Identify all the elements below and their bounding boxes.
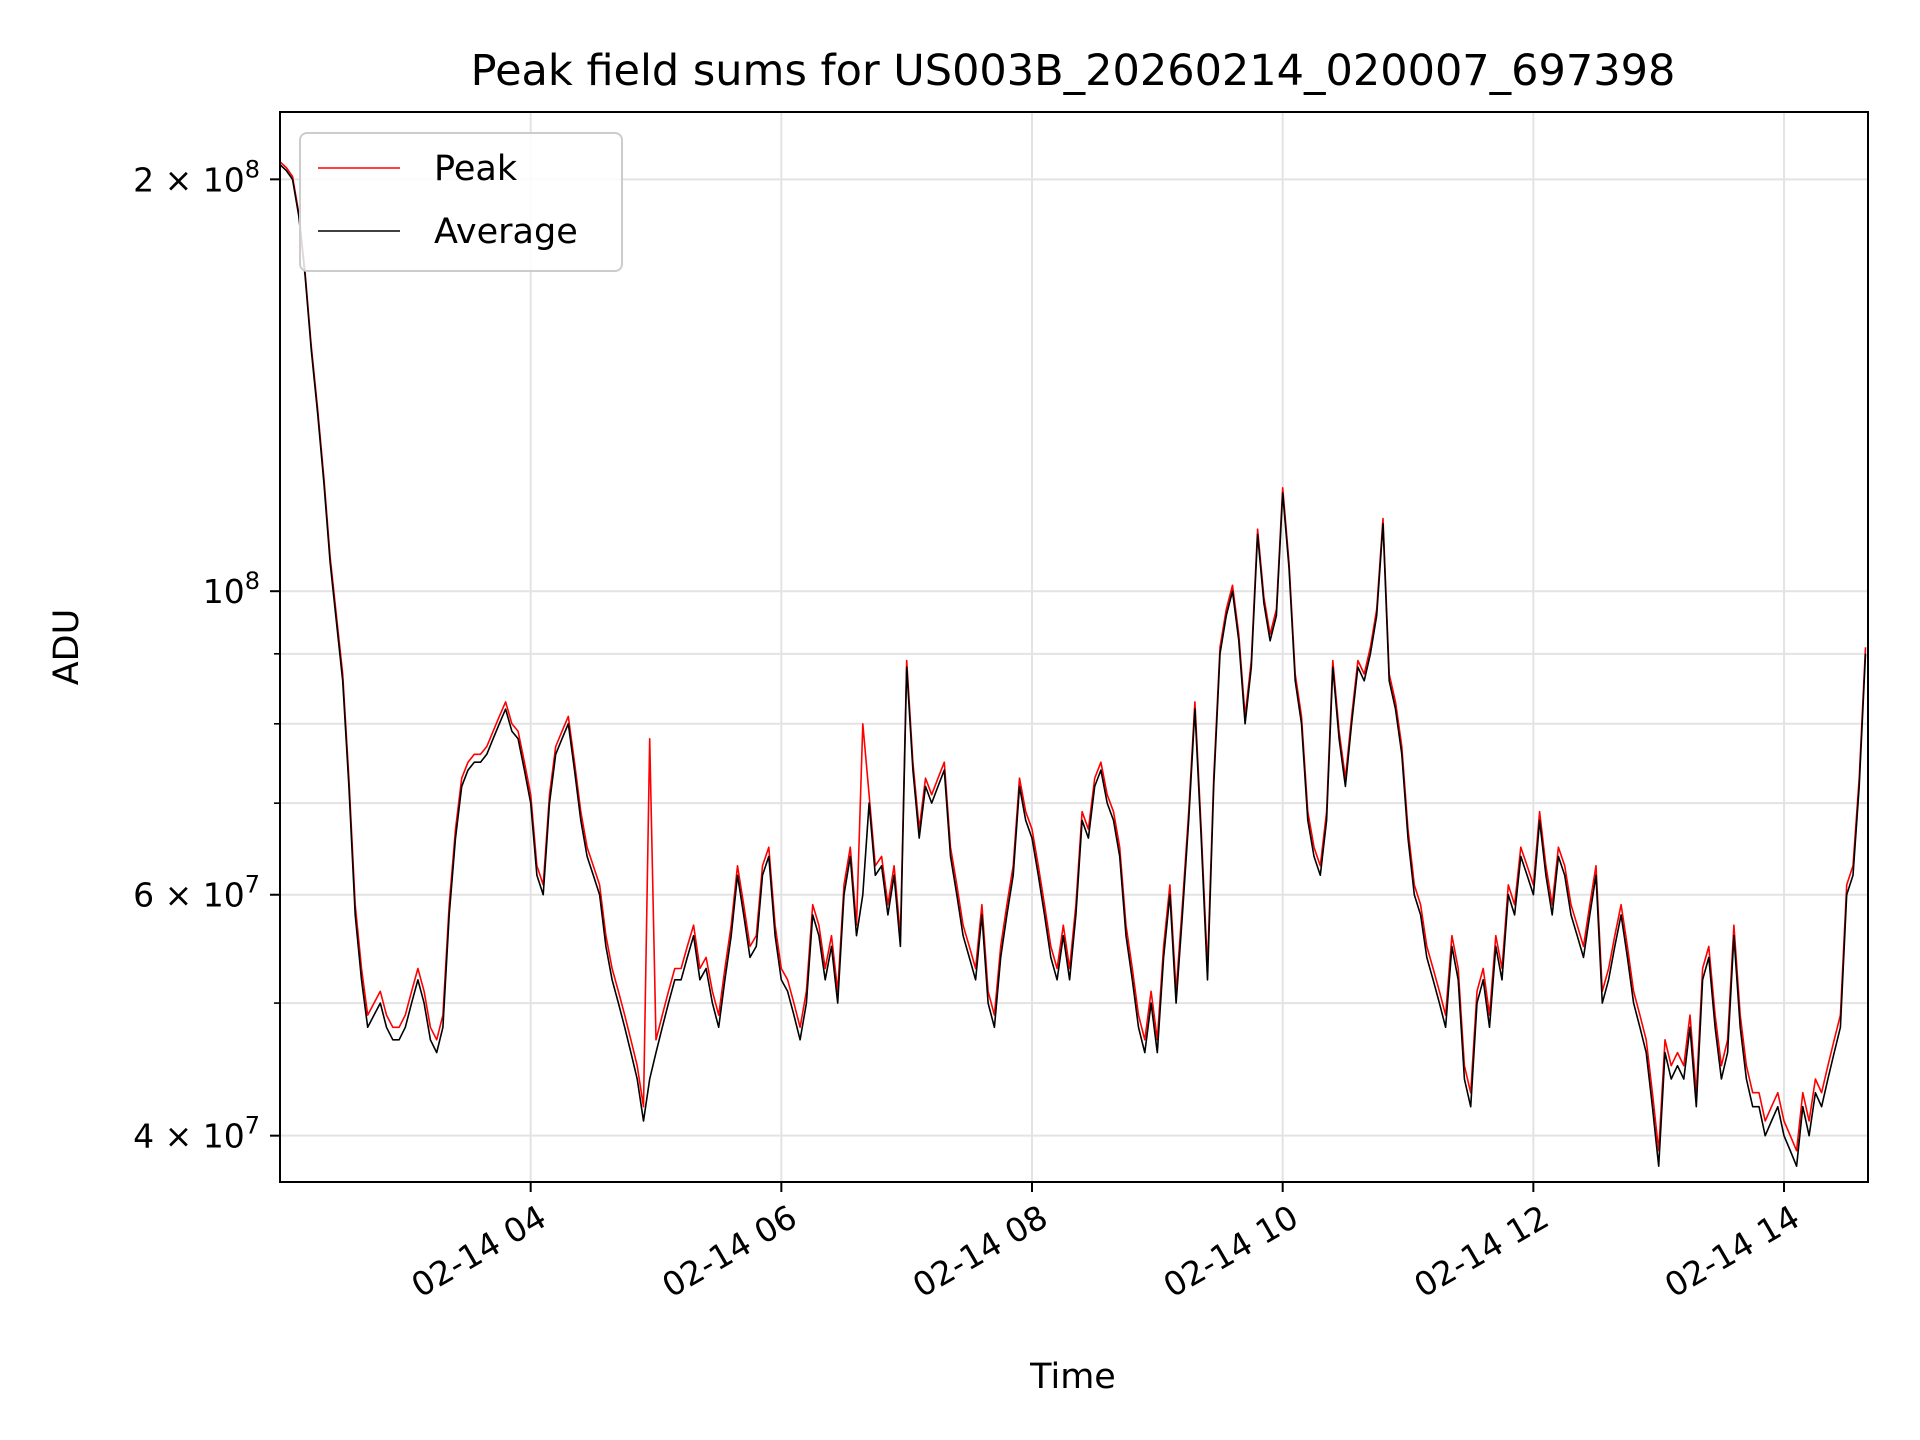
x-tick-label: 02-14 14: [1658, 1197, 1806, 1305]
legend-label-peak: Peak: [434, 149, 518, 189]
x-tick-label: 02-14 06: [655, 1197, 803, 1305]
plot-area: [280, 161, 1867, 1167]
y-tick-label: 2 × 108: [133, 155, 260, 199]
y-tick-label: 6 × 107: [133, 871, 260, 915]
y-axis-label: ADU: [47, 609, 87, 686]
x-tick-label: 02-14 12: [1407, 1197, 1555, 1305]
plot-frame: [279, 111, 1869, 1183]
x-tick-label: 02-14 08: [906, 1197, 1054, 1305]
y-tick-label: 108: [203, 567, 260, 611]
y-axis: 4 × 107 6 × 107 108 2 × 108: [133, 155, 280, 1156]
legend: Peak Average: [299, 132, 623, 272]
y-tick-label: 4 × 107: [133, 1112, 260, 1156]
legend-label-average: Average: [434, 212, 578, 252]
chart-title: Peak field sums for US003B_20260214_0200…: [471, 46, 1676, 96]
x-tick-label: 02-14 04: [405, 1197, 553, 1305]
grid: [280, 112, 1868, 1182]
x-axis-label: Time: [1029, 1357, 1116, 1397]
series-line-average: [280, 164, 1867, 1167]
x-tick-label: 02-14 10: [1157, 1197, 1305, 1305]
x-axis: 02-14 04 02-14 06 02-14 08 02-14 10 02-14 12…: [405, 1182, 1806, 1305]
